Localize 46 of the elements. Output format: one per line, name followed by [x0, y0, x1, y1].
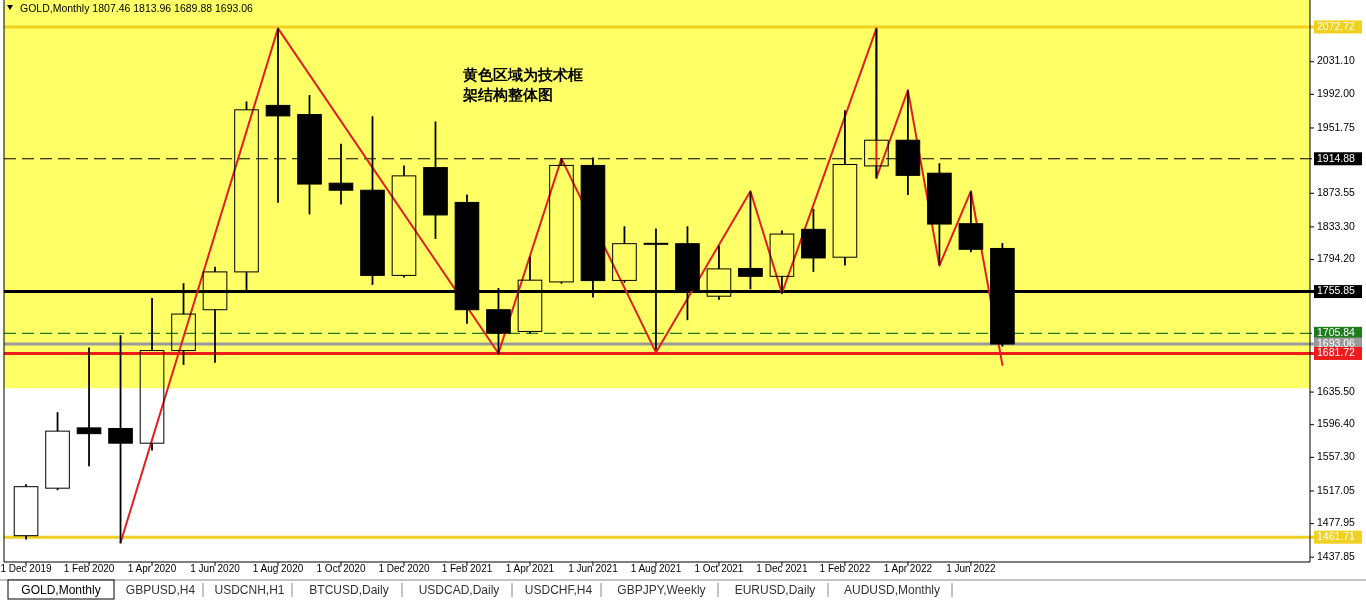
- ref-line-label: 2072.72: [1317, 19, 1356, 32]
- x-tick-label: 1 Feb 2020: [63, 563, 115, 574]
- x-tick-label: 1 Aug 2021: [630, 563, 682, 574]
- text: AUDUSD,Monthly: [843, 583, 941, 598]
- y-tick-label: 1951.75: [1317, 120, 1356, 133]
- text: USDCNH,H1: [214, 583, 285, 598]
- ref-line-label: 1755.85: [1317, 284, 1356, 297]
- x-tick-label: 1 Oct 2021: [694, 563, 744, 574]
- y-tick-label: 1873.55: [1317, 186, 1356, 199]
- x-tick-label: 1 Jun 2020: [190, 563, 241, 574]
- x-tick-label: 1 Dec 2019: [0, 563, 53, 574]
- y-tick-label: 1992.00: [1317, 87, 1356, 100]
- y-tick-label: 1557.30: [1317, 450, 1356, 463]
- ref-line-label: 1461.71: [1317, 529, 1356, 542]
- ref-line-label: 1693.06: [1317, 336, 1356, 349]
- y-tick-label: 1635.50: [1317, 384, 1356, 397]
- y-tick-label: 1833.30: [1317, 219, 1356, 232]
- x-tick-label: 1 Feb 2021: [441, 563, 493, 574]
- x-tick-label: 1 Apr 2021: [505, 563, 555, 574]
- x-tick-label: 1 Dec 2020: [378, 563, 430, 574]
- x-tick-label: 1 Jun 2021: [568, 563, 619, 574]
- y-tick-label: 1794.20: [1317, 252, 1356, 265]
- x-tick-label: 1 Apr 2022: [883, 563, 933, 574]
- y-tick-label: 1437.85: [1317, 549, 1356, 562]
- x-tick-label: 1 Oct 2020: [316, 563, 366, 574]
- text: USDCAD,Daily: [418, 583, 500, 598]
- y-tick-label: 1596.40: [1317, 417, 1356, 430]
- y-tick-label: 2031.10: [1317, 54, 1356, 67]
- ref-line-label: 1681.72: [1317, 346, 1356, 359]
- text: EURUSD,Daily: [734, 583, 816, 598]
- text: BTCUSD,Daily: [309, 583, 389, 598]
- x-tick-label: 1 Dec 2021: [756, 563, 808, 574]
- x-tick-label: 1 Jun 2022: [946, 563, 997, 574]
- ref-line-label: 1705.84: [1317, 326, 1356, 339]
- text: GBPUSD,H4: [125, 583, 196, 598]
- text: USDCHF,H4: [524, 583, 593, 598]
- x-tick-label: 1 Aug 2020: [252, 563, 304, 574]
- y-tick-label: 1517.05: [1317, 483, 1356, 496]
- x-tick-label: 1 Apr 2020: [127, 563, 177, 574]
- text: GBPJPY,Weekly: [617, 583, 706, 598]
- x-tick-label: 1 Feb 2022: [819, 563, 871, 574]
- text: GOLD,Monthly: [21, 583, 101, 598]
- ref-line-label: 1914.88: [1317, 151, 1356, 164]
- chart-title: GOLD,Monthly 1807.46 1813.96 1689.88 1693.06: [20, 1, 254, 14]
- annotation: 黄色区域为技术框架结构整体图: [462, 66, 583, 103]
- y-tick-label: 1477.95: [1317, 516, 1356, 529]
